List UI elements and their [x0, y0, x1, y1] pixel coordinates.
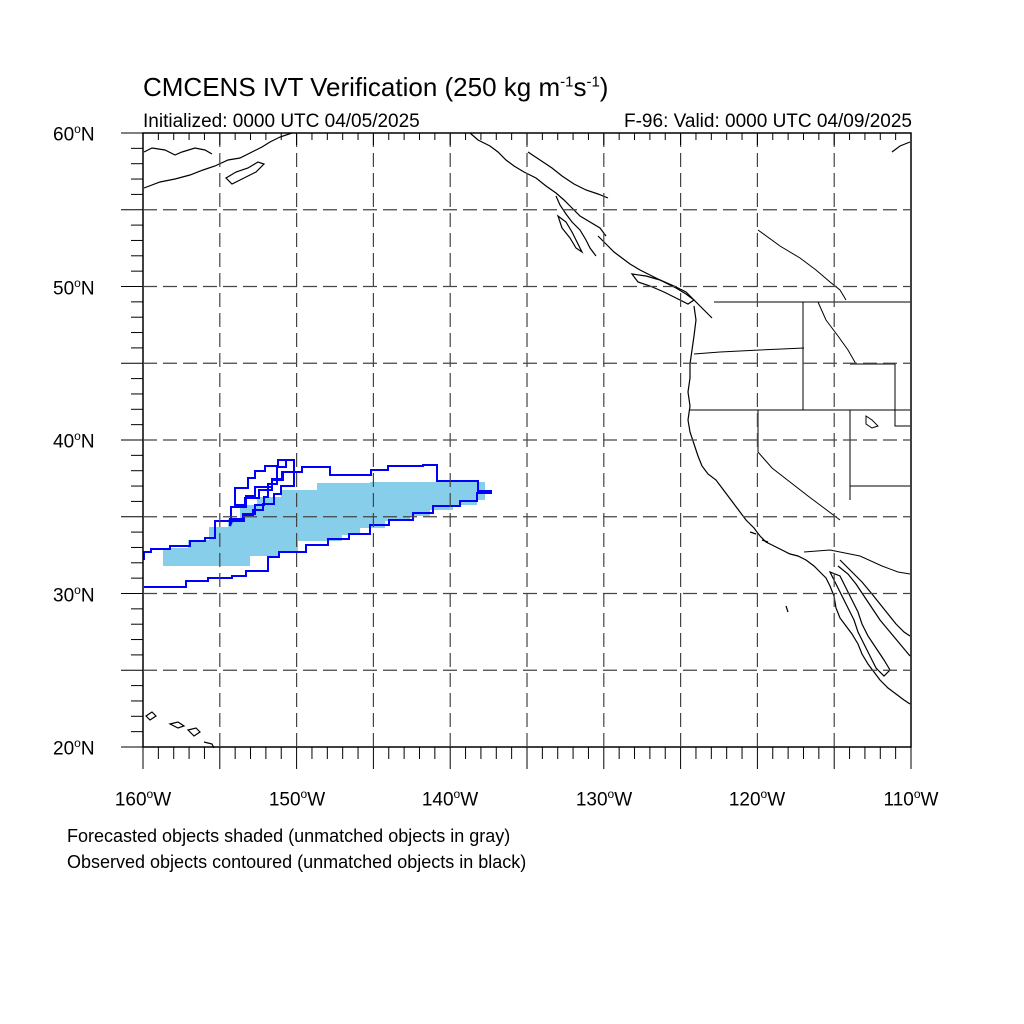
lon-label-160: 160oW — [114, 787, 172, 811]
observed-object-contour — [234, 459, 295, 506]
hawaii-island — [168, 721, 186, 729]
lon-label-110: 110oW — [883, 787, 939, 811]
forecast-objects — [163, 482, 485, 566]
washington-oregon-coast — [687, 305, 911, 705]
lat-label-30: 30oN — [53, 583, 95, 607]
map-title: CMCENS IVT Verification (250 kg m-1s-1) — [143, 72, 609, 102]
observed-legend-note: Observed objects contoured (unmatched ob… — [67, 852, 527, 872]
axis-ticks — [121, 132, 912, 769]
hawaii-island — [145, 711, 157, 721]
lat-label-50: 50oN — [53, 276, 95, 300]
haida-gwaii — [556, 214, 584, 254]
lon-label-140: 140oW — [421, 787, 479, 811]
northeast-coast-fragment — [891, 141, 911, 153]
california-nevada-border — [757, 410, 841, 521]
sea-of-cortez-coast — [839, 559, 911, 637]
idaho-montana-border — [817, 301, 857, 365]
bc-coast — [597, 235, 713, 319]
lon-label-130: 130oW — [575, 787, 633, 811]
initialized-label: Initialized: 0000 UTC 04/05/2025 — [143, 111, 420, 132]
coastlines — [143, 132, 911, 749]
political-borders — [690, 229, 911, 575]
utah-wyoming-border — [850, 363, 910, 427]
vancouver-island — [630, 273, 695, 305]
guadalupe-island — [785, 605, 789, 613]
alaska-panhandle — [469, 132, 607, 237]
alberta-border — [757, 229, 847, 301]
mexico-mainland-coast — [837, 565, 911, 657]
canada-coast — [555, 195, 597, 257]
kodiak-island — [225, 161, 266, 185]
alaska-coast — [143, 132, 293, 189]
oregon-washington-border — [693, 347, 805, 355]
lat-label-40: 40oN — [53, 429, 95, 453]
us-mexico-border — [803, 549, 911, 575]
forecast-legend-note: Forecasted objects shaded (unmatched obj… — [67, 826, 511, 846]
hawaii-island — [186, 727, 201, 737]
alaska-coast — [143, 147, 213, 156]
lat-label-60: 60oN — [53, 122, 95, 146]
baja-california — [828, 570, 891, 677]
graticule — [143, 133, 911, 747]
great-salt-lake — [865, 415, 879, 429]
lon-label-120: 120oW — [728, 787, 786, 811]
channel-island — [761, 539, 769, 543]
alaska-panhandle — [527, 151, 609, 199]
forecast-object-shade — [163, 482, 485, 566]
channel-island — [749, 531, 757, 535]
lat-label-20: 20oN — [53, 736, 95, 760]
lon-label-150: 150oW — [268, 787, 326, 811]
valid-time-label: F-96: Valid: 0000 UTC 04/09/2025 — [624, 111, 912, 132]
